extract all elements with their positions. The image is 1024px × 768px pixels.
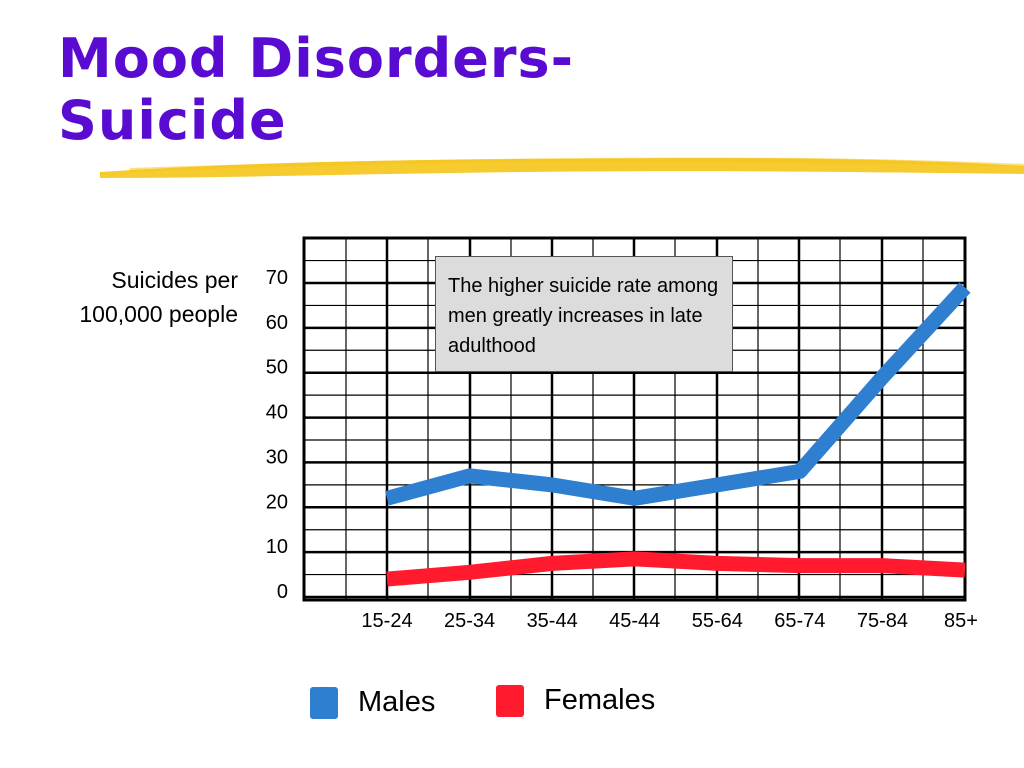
legend-label-males: Males — [358, 686, 436, 718]
y-tick-label: 20 — [266, 491, 288, 513]
legend-swatch-females — [496, 684, 524, 717]
x-tick-label: 25-34 — [444, 610, 495, 632]
legend-swatch-males — [310, 686, 338, 719]
legend-item-females: Females — [496, 684, 655, 717]
y-axis-label-line-1: Suicides per — [111, 267, 238, 293]
x-tick-label: 15-24 — [361, 610, 412, 632]
x-tick-label: 75-84 — [857, 610, 908, 632]
y-axis-label-line-2: 100,000 people — [79, 301, 238, 327]
y-tick-label: 0 — [277, 581, 288, 603]
x-tick-label: 85+ — [944, 610, 978, 632]
x-tick-label: 45-44 — [609, 610, 660, 632]
x-tick-label: 35-44 — [527, 610, 578, 632]
title-line-1: Mood Disorders- — [58, 27, 575, 90]
legend-item-males: Males — [310, 686, 435, 719]
series-line-males — [385, 282, 971, 506]
y-axis-label: Suicides per 100,000 people — [20, 263, 238, 331]
series-line-females — [386, 551, 966, 587]
x-tick-label: 65-74 — [774, 610, 825, 632]
y-tick-label: 30 — [266, 446, 288, 468]
x-tick-label: 55-64 — [692, 610, 743, 632]
y-tick-label: 10 — [266, 536, 288, 558]
title-underline-stroke — [100, 157, 1024, 178]
y-tick-label: 50 — [266, 357, 288, 379]
underline-brush-streak — [130, 157, 1024, 172]
y-tick-label: 40 — [266, 402, 288, 424]
y-tick-label: 70 — [266, 267, 288, 289]
y-tick-label: 60 — [266, 312, 288, 334]
slide-title: Mood Disorders- Suicide — [58, 28, 574, 152]
chart-annotation-box: The higher suicide rate among men greatl… — [435, 256, 733, 372]
title-line-2: Suicide — [58, 89, 287, 152]
legend-label-females: Females — [544, 684, 656, 716]
